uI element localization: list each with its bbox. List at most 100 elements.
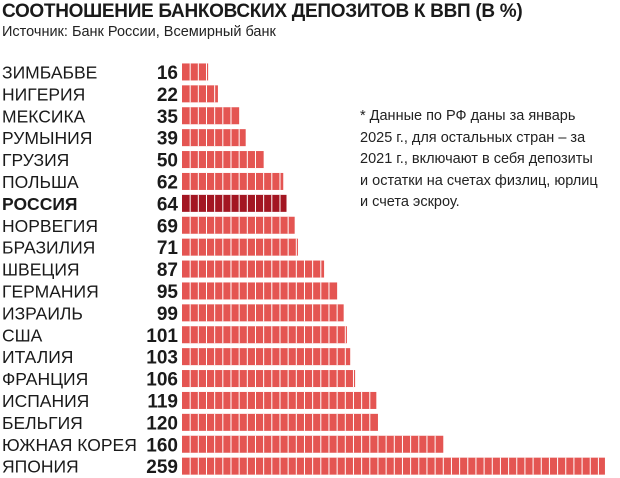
bar-segment-divider — [401, 457, 403, 475]
bar-segment-divider — [287, 413, 289, 431]
bar-segment-divider — [197, 326, 199, 344]
bar-segment-divider — [230, 457, 232, 475]
bar-segment-divider — [197, 260, 199, 278]
bar-segment-divider — [271, 260, 273, 278]
bar-segment-divider — [377, 457, 379, 475]
bar-segment-divider — [246, 391, 248, 409]
bar-segment-divider — [205, 457, 207, 475]
bar-segment-divider — [254, 457, 256, 475]
bar-segment-divider — [336, 304, 338, 322]
bar-segment-divider — [548, 457, 550, 475]
bar-segment-divider — [263, 348, 265, 366]
value-label: 35 — [157, 107, 179, 128]
bar-segment-divider — [303, 413, 305, 431]
bar-segment-divider — [295, 457, 297, 475]
chart-footnote: * Данные по РФ даны за январь 2025 г., д… — [360, 108, 598, 210]
value-label: 87 — [157, 260, 178, 281]
bar-segment-divider — [222, 391, 224, 409]
bar-segment-divider — [336, 326, 338, 344]
bar-segment-divider — [393, 435, 395, 453]
bar-segment-divider — [426, 457, 428, 475]
value-label: 69 — [157, 216, 178, 237]
bar-segment-divider — [222, 194, 224, 212]
bar-segment-divider — [230, 172, 232, 190]
bar-segment-divider — [336, 348, 338, 366]
bar-segment-divider — [361, 435, 363, 453]
bar-segment-divider — [214, 260, 216, 278]
bar-segment-divider — [238, 129, 240, 147]
bar-segment-divider — [189, 348, 191, 366]
bar — [182, 282, 338, 300]
bar-segment-divider — [369, 413, 371, 431]
category-label: ЯПОНИЯ — [2, 457, 79, 477]
category-label: ИТАЛИЯ — [2, 347, 73, 367]
bar-segment-divider — [205, 326, 207, 344]
value-label: 16 — [157, 63, 178, 84]
bar-segment-divider — [230, 413, 232, 431]
bar-segment-divider — [246, 194, 248, 212]
bar-segment-divider — [312, 260, 314, 278]
bar-segment-divider — [312, 348, 314, 366]
bar-segment-divider — [214, 216, 216, 234]
bar-segment-divider — [393, 457, 395, 475]
bar-segment-divider — [303, 282, 305, 300]
value-label: 62 — [157, 172, 178, 193]
bar-segment-divider — [320, 304, 322, 322]
value-label: 120 — [146, 413, 178, 434]
bar-segment-divider — [279, 326, 281, 344]
bar-segment-divider — [214, 326, 216, 344]
bar-segment-divider — [336, 370, 338, 388]
bar-segment-divider — [540, 457, 542, 475]
bar-segment-divider — [287, 282, 289, 300]
bar-segment-divider — [230, 304, 232, 322]
bar-segment-divider — [197, 63, 199, 81]
bar-segment-divider — [189, 304, 191, 322]
bar-segment-divider — [352, 370, 354, 388]
bar-segment-divider — [557, 457, 559, 475]
bar-segment-divider — [263, 326, 265, 344]
bar-segment-divider — [189, 238, 191, 256]
bar-segment-divider — [238, 151, 240, 169]
bar-segment-divider — [214, 391, 216, 409]
bar-segment-divider — [246, 238, 248, 256]
bar-segment-divider — [271, 194, 273, 212]
bar-segment-divider — [320, 348, 322, 366]
category-label: ЮЖНАЯ КОРЕЯ — [2, 435, 137, 455]
bar-segment-divider — [254, 216, 256, 234]
bar-segment-divider — [279, 238, 281, 256]
bar-segment-divider — [467, 457, 469, 475]
bar-segment-divider — [238, 238, 240, 256]
bar-segment-divider — [410, 457, 412, 475]
bar-segment-divider — [271, 216, 273, 234]
bar-segment-divider — [328, 348, 330, 366]
bar-segment-divider — [189, 85, 191, 103]
bar-segment-divider — [197, 107, 199, 125]
bar-segment-divider — [189, 216, 191, 234]
bar-segment-divider — [246, 260, 248, 278]
bar-segment-divider — [303, 391, 305, 409]
bar-segment-divider — [246, 348, 248, 366]
bar-segment-divider — [189, 413, 191, 431]
bar-segment-divider — [222, 107, 224, 125]
value-label: 39 — [157, 129, 178, 150]
bar-segment-divider — [271, 172, 273, 190]
bar-segment-divider — [238, 216, 240, 234]
bar-segment-divider — [238, 172, 240, 190]
bar-segment-divider — [230, 216, 232, 234]
bar-segment-divider — [385, 435, 387, 453]
bar-segment-divider — [361, 391, 363, 409]
bar-segment-divider — [246, 216, 248, 234]
bar-segment-divider — [279, 172, 281, 190]
bar-segment-divider — [328, 435, 330, 453]
bar-segment-divider — [434, 457, 436, 475]
category-label: БЕЛЬГИЯ — [2, 413, 83, 433]
bar-segment-divider — [499, 457, 501, 475]
bar-segment-divider — [320, 391, 322, 409]
bar-segment-divider — [230, 151, 232, 169]
bar-segment-divider — [205, 348, 207, 366]
bar-segment-divider — [189, 370, 191, 388]
category-label: ИЗРАИЛЬ — [2, 303, 83, 323]
bar-segment-divider — [189, 63, 191, 81]
bar-segment-divider — [222, 326, 224, 344]
bar-segment-divider — [214, 151, 216, 169]
